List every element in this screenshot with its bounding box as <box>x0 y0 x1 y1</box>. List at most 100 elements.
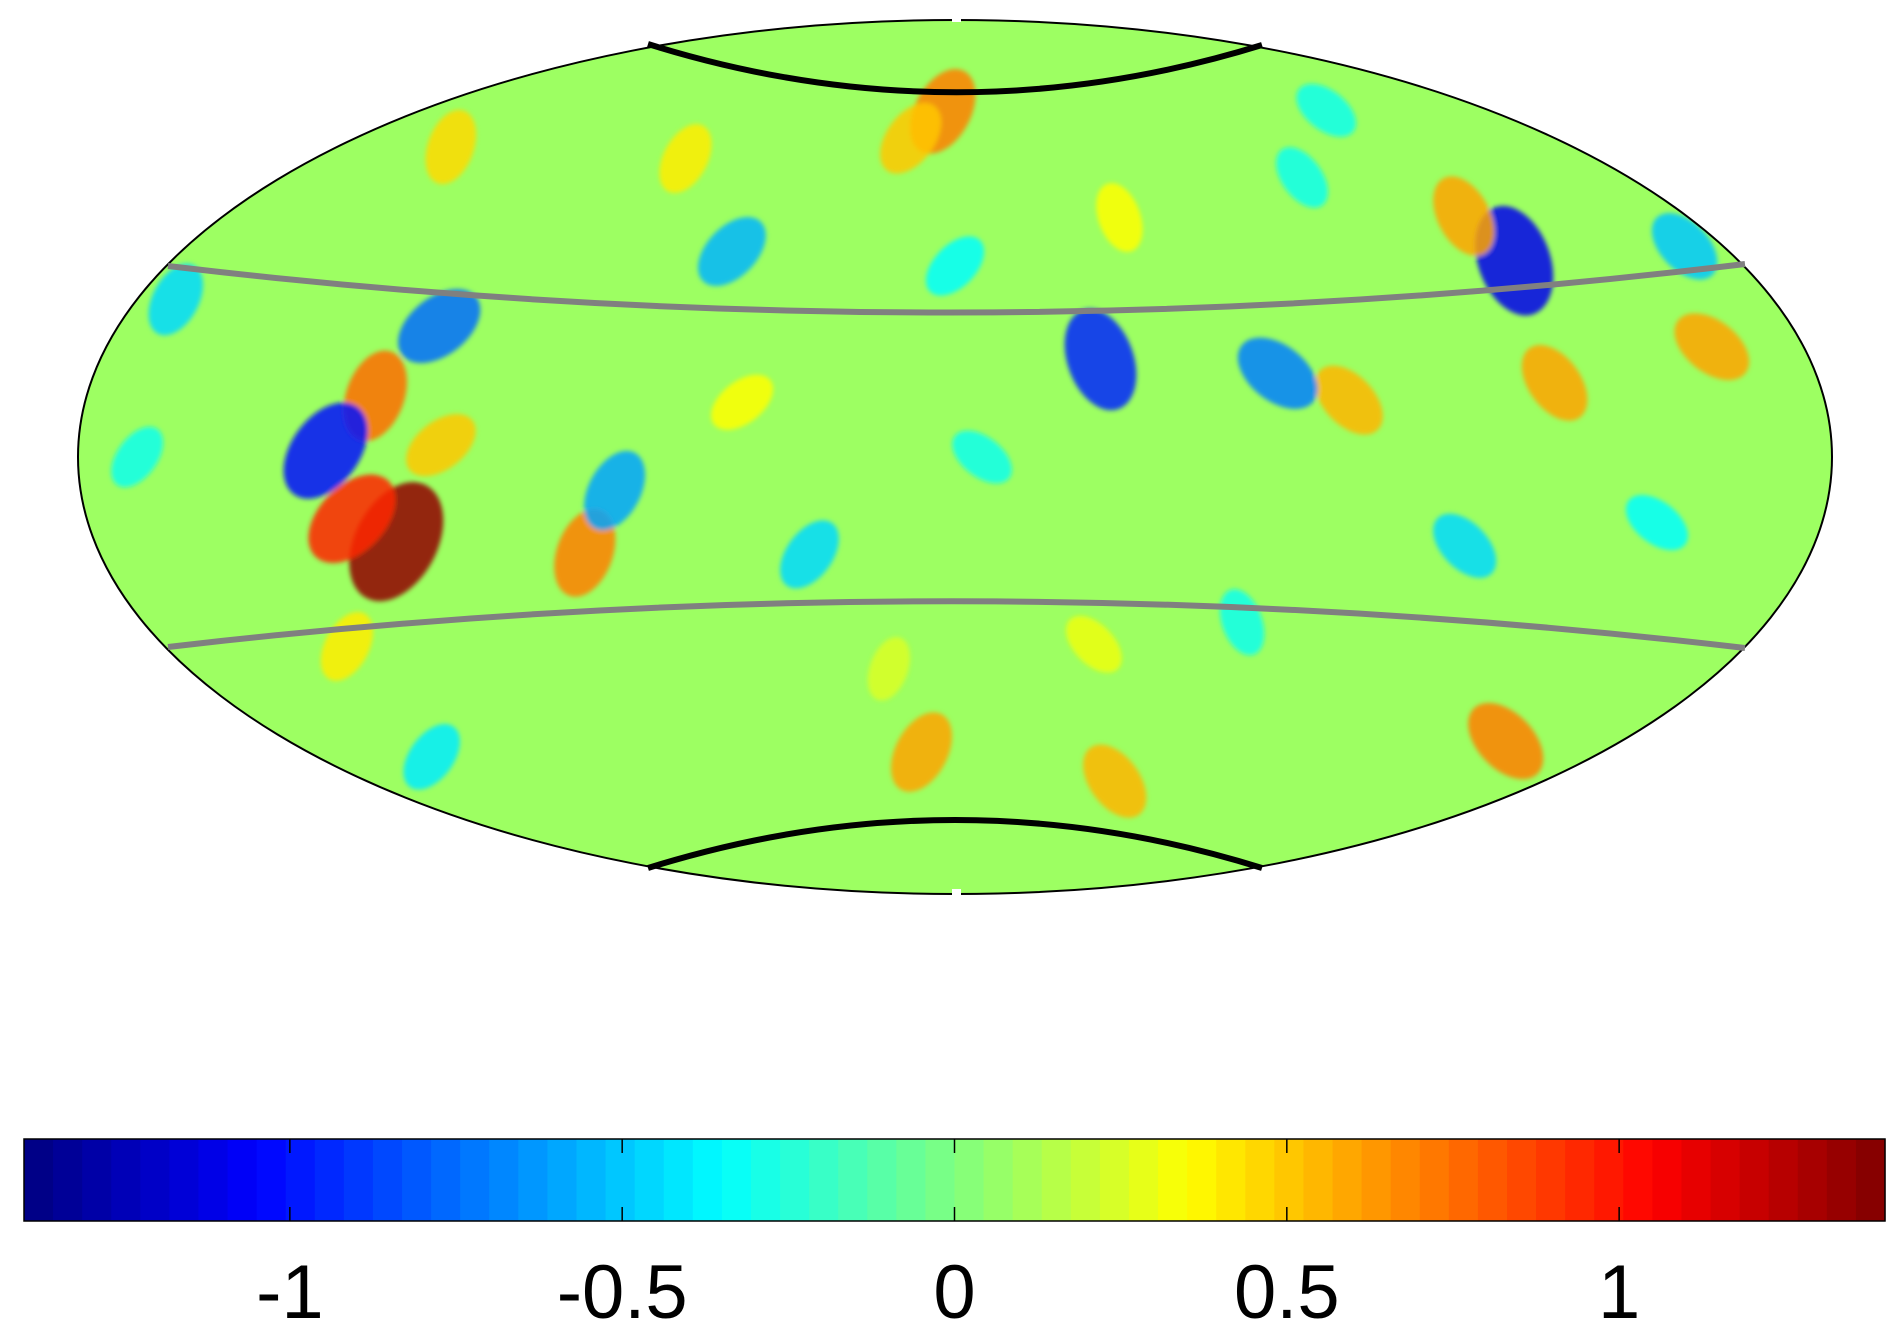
colorbar-cell <box>53 1139 83 1221</box>
map-feature <box>1521 345 1588 421</box>
colorbar-cell <box>24 1139 54 1221</box>
colorbar-cell <box>750 1139 781 1221</box>
map-feature <box>697 217 766 286</box>
colorbar-cell <box>547 1139 578 1221</box>
map-feature <box>925 236 985 296</box>
colorbar-cell <box>169 1139 200 1221</box>
map-feature <box>780 520 839 589</box>
colorbar-cell <box>809 1139 839 1221</box>
colorbar-cell <box>1187 1139 1217 1221</box>
map-feature <box>398 289 481 363</box>
south-polar-cap-line <box>647 817 1263 871</box>
galactic-band-lower-line <box>167 598 1746 651</box>
colorbar-cell <box>198 1139 229 1221</box>
colorbar-tick-label: 0.5 <box>1234 1250 1340 1335</box>
colorbar-cell <box>1652 1139 1683 1221</box>
colorbar-cell <box>402 1139 432 1221</box>
map-feature <box>890 712 953 792</box>
colorbar-cell <box>1797 1139 1828 1221</box>
map-feature <box>283 402 368 499</box>
colorbar-cell <box>489 1139 519 1221</box>
galactic-band-upper-line <box>167 261 1746 316</box>
colorbar-cell <box>372 1139 403 1221</box>
colorbar-cell <box>1565 1139 1595 1221</box>
map-feature <box>1276 147 1328 208</box>
colorbar-cell <box>256 1139 287 1221</box>
colorbar-cell <box>925 1139 956 1221</box>
north-pole-gap <box>952 14 961 22</box>
colorbar-ticks: -1 -0.5 0 0.5 1 <box>256 1139 1640 1335</box>
colorbar-cell <box>721 1139 752 1221</box>
colorbar-cell <box>692 1139 723 1221</box>
map-feature <box>1625 495 1688 551</box>
map-feature <box>584 450 646 531</box>
map-feature <box>425 109 477 185</box>
colorbar-cell <box>838 1139 868 1221</box>
colorbar-cell <box>314 1139 345 1221</box>
map-feature <box>1066 615 1122 673</box>
map-feature <box>1296 83 1356 137</box>
colorbar-cell <box>1710 1139 1741 1221</box>
colorbar-cell <box>1855 1139 1886 1221</box>
colorbar-cell <box>1536 1139 1566 1221</box>
colorbar-cell <box>1739 1139 1770 1221</box>
colorbar-cell <box>1245 1139 1275 1221</box>
colorbar-cell <box>111 1139 141 1221</box>
colorbar-tick-label: -1 <box>256 1250 324 1335</box>
map-feature <box>111 426 164 488</box>
map-feature <box>952 430 1012 484</box>
colorbar-cell <box>954 1139 985 1221</box>
colorbar-tick-label: 1 <box>1598 1250 1640 1335</box>
map-feature <box>1237 337 1318 410</box>
map-feature <box>148 263 204 336</box>
colorbar-cell <box>460 1139 490 1221</box>
colorbar-cell <box>1216 1139 1246 1221</box>
colorbar-cell <box>663 1139 694 1221</box>
colorbar-cell <box>1768 1139 1799 1221</box>
map-feature <box>1064 308 1137 411</box>
map-feature <box>880 102 942 174</box>
colorbar-cell <box>1826 1139 1857 1221</box>
map-feature <box>1433 513 1497 578</box>
colorbar-cell <box>780 1139 810 1221</box>
colorbar-cell <box>140 1139 170 1221</box>
colorbar-cell <box>285 1139 316 1221</box>
map-feature <box>659 124 712 194</box>
colorbar-tick-label: 0 <box>933 1250 975 1335</box>
colorbar-cell <box>82 1139 112 1221</box>
colorbar-cell <box>1506 1139 1537 1221</box>
colorbar-cell <box>1274 1139 1305 1221</box>
colorbar-cell <box>1070 1139 1101 1221</box>
map-feature <box>406 414 476 477</box>
colorbar-cell <box>1419 1139 1450 1221</box>
colorbar-cell <box>1681 1139 1712 1221</box>
colorbar: -1 -0.5 0 0.5 1 <box>23 1138 1886 1335</box>
colorbar-cell <box>343 1139 374 1221</box>
map-feature <box>403 724 460 790</box>
south-pole-gap <box>952 889 961 897</box>
colorbar-cell <box>1361 1139 1392 1221</box>
colorbar-cell <box>576 1139 607 1221</box>
colorbar-tick-label: -0.5 <box>557 1250 688 1335</box>
map-feature <box>1468 702 1544 780</box>
map-feature <box>1096 183 1143 252</box>
mollweide-map <box>77 14 1833 897</box>
map-feature <box>867 637 911 701</box>
map-feature <box>1651 213 1718 280</box>
colorbar-cell <box>1448 1139 1479 1221</box>
colorbar-cell <box>227 1139 258 1221</box>
north-polar-cap-line <box>647 41 1263 96</box>
map-feature <box>308 474 396 564</box>
colorbar-cell <box>1623 1139 1653 1221</box>
colorbar-cell <box>518 1139 549 1221</box>
colorbar-cell <box>1041 1139 1072 1221</box>
map-feature <box>1314 365 1383 435</box>
map-feature <box>554 508 616 597</box>
map-feature <box>711 374 774 430</box>
colorbar-cell <box>431 1139 461 1221</box>
colorbar-cell <box>605 1139 636 1221</box>
colorbar-cell <box>896 1139 927 1221</box>
colorbar-cell <box>634 1139 665 1221</box>
map-feature <box>1674 313 1750 381</box>
